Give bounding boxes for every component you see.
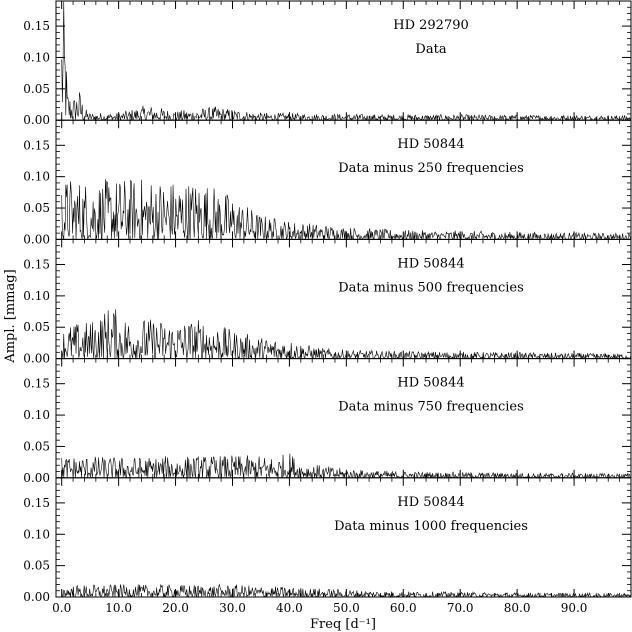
panel-1: 0.00 0.05 0.10 0.15 HD 292790 Data: [23, 0, 632, 127]
panel-2: 0.00 0.05 0.10 0.15 HD 50844 Data minus 250 f…: [23, 119, 632, 246]
panel-subtitle: Data minus 250 frequencies: [338, 161, 524, 176]
panel-frame: [55, 477, 632, 598]
y-tick-label: 0.05: [23, 82, 50, 96]
y-tick-label: 0.05: [23, 320, 50, 334]
x-axis-title: Freq [d⁻¹]: [310, 617, 376, 632]
x-tick-label: 80.0: [504, 601, 531, 615]
panel-star-label: HD 50844: [397, 256, 464, 271]
panel-3: 0.00 0.05 0.10 0.15 HD 50844 Data minus 500 f…: [23, 238, 632, 366]
x-tick-label: 20.0: [162, 601, 189, 615]
x-tick-label: 10.0: [105, 601, 132, 615]
y-tick-label: 0.00: [23, 113, 50, 127]
panel-frame: [55, 358, 632, 479]
y-tick-label: 0.10: [23, 289, 50, 303]
y-axis-title: Ampl. [mmag]: [3, 269, 18, 363]
x-tick-label: 40.0: [276, 601, 303, 615]
panel-5: 0.00 0.05 0.10 0.15 HD 50844 Data minus 1000 …: [23, 477, 632, 604]
y-tick-label: 0.00: [23, 352, 50, 366]
panel-4: 0.00 0.05 0.10 0.15 HD 50844 Data minus 750 f…: [23, 358, 632, 485]
series-line: [61, 1, 631, 121]
y-tick-label: 0.00: [23, 590, 50, 604]
panels: 0.00 0.05 0.10 0.15 HD 292790 Data 0.00 0.05 0.1…: [23, 0, 632, 604]
panel-frame: [55, 0, 632, 121]
y-tick-label: 0.15: [23, 138, 50, 152]
y-tick-label: 0.10: [23, 408, 50, 422]
x-tick-label: 70.0: [447, 601, 474, 615]
y-tick-label: 0.15: [23, 377, 50, 391]
y-tick-label: 0.15: [23, 257, 50, 271]
y-tick-label: 0.15: [23, 496, 50, 510]
y-tick-label: 0.15: [23, 19, 50, 33]
y-tick-label: 0.10: [23, 170, 50, 184]
panel-subtitle: Data minus 750 frequencies: [338, 400, 524, 415]
panel-star-label: HD 50844: [397, 137, 464, 152]
x-tick-label: 0.0: [52, 601, 71, 615]
y-tick-label: 0.05: [23, 439, 50, 453]
y-tick-label: 0.00: [23, 232, 50, 246]
x-tick-label: 30.0: [219, 601, 246, 615]
panel-star-label: HD 292790: [393, 18, 469, 33]
series-line: [61, 179, 631, 240]
y-tick-label: 0.10: [23, 527, 50, 541]
y-tick-label: 0.05: [23, 559, 50, 573]
x-tick-label: 90.0: [561, 601, 588, 615]
y-tick-label: 0.05: [23, 201, 50, 215]
x-tick-label: 60.0: [390, 601, 417, 615]
panel-star-label: HD 50844: [397, 376, 464, 391]
x-tick-labels: 0.0 10.0 20.0 30.0 40.0 50.0 60.0 70.0 80.0 90.0: [52, 601, 587, 615]
panel-subtitle: Data minus 500 frequencies: [338, 280, 524, 295]
y-tick-label: 0.10: [23, 50, 50, 64]
y-tick-label: 0.00: [23, 471, 50, 485]
x-tick-label: 50.0: [333, 601, 360, 615]
panel-subtitle: Data: [415, 42, 446, 57]
panel-star-label: HD 50844: [397, 495, 464, 510]
panel-subtitle: Data minus 1000 frequencies: [334, 519, 528, 534]
panel-frame: [55, 238, 632, 360]
